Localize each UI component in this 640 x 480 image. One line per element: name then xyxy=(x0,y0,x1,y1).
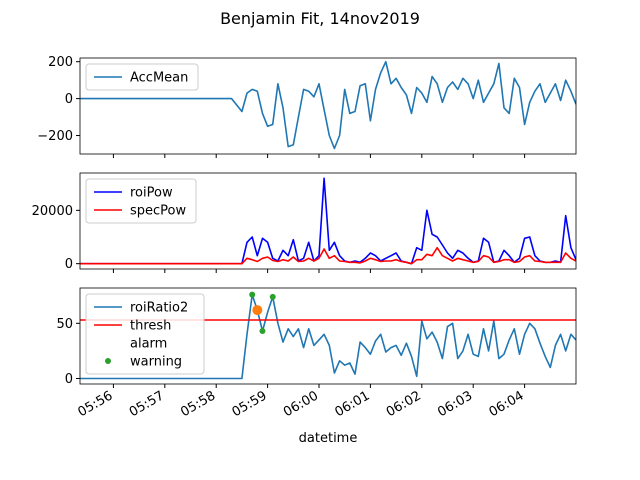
accmean-line xyxy=(80,60,576,150)
legend-label: thresh xyxy=(130,319,171,334)
x-tick-label: 05:57 xyxy=(127,388,167,420)
warning-point xyxy=(249,291,256,298)
legend: roiRatio2 thresh alarm warning xyxy=(85,293,205,375)
legend-label: AccMean xyxy=(130,71,188,86)
plot-area xyxy=(80,177,576,265)
legend-label: roiRatio2 xyxy=(130,301,188,316)
alarm-point xyxy=(252,305,263,316)
legend: roiPow specPow xyxy=(85,178,197,224)
y-tick-label: 0 xyxy=(65,92,73,107)
x-tick-label: 06:01 xyxy=(332,388,372,420)
axes-frame xyxy=(79,57,577,155)
legend-label: specPow xyxy=(130,204,187,219)
x-tick-label: 05:59 xyxy=(230,388,270,420)
y-tick-label: 0 xyxy=(65,372,73,387)
legend-box xyxy=(85,63,199,91)
legend-marker xyxy=(105,358,111,364)
x-tick-label: 06:02 xyxy=(384,388,424,420)
legend-label: roiPow xyxy=(130,186,173,201)
plot-area xyxy=(80,60,576,150)
subplot-2: 20000 0 roiPow specPow xyxy=(32,172,577,273)
x-tick-label: 06:03 xyxy=(435,388,475,420)
legend-box xyxy=(85,178,197,224)
subplot-3: 50 005:56 05:57 05:58 05:59 06:00 06:01 06:02 06… xyxy=(56,287,577,420)
x-tick-label: 05:58 xyxy=(178,388,218,420)
axes-layer: 2000−200AccMean200000roiPowspecPow50005:… xyxy=(32,55,577,420)
roipow-line xyxy=(80,177,576,265)
y-tick-label: 0 xyxy=(65,257,73,272)
axes-frame xyxy=(79,287,577,385)
warning-point xyxy=(269,293,276,300)
chart-title: Benjamin Fit, 14nov2019 xyxy=(220,9,420,28)
specpow-line xyxy=(80,246,576,265)
y-tick-label: 20000 xyxy=(32,204,73,219)
roiratio2-line xyxy=(80,293,576,380)
y-tick-label: 200 xyxy=(48,55,73,70)
x-tick-label: 06:04 xyxy=(487,388,527,420)
axes-frame xyxy=(79,172,577,270)
warning-point xyxy=(259,328,266,335)
legend-label: warning xyxy=(130,355,182,370)
legend-box xyxy=(85,293,205,375)
legend: AccMean xyxy=(85,63,199,91)
y-tick-label: −200 xyxy=(37,129,73,144)
x-axis-label: datetime xyxy=(299,431,358,446)
x-tick-label: 06:00 xyxy=(281,388,321,420)
subplot-1: 200 0 −200 AccMean xyxy=(37,55,577,158)
legend-label: alarm xyxy=(130,337,167,352)
x-tick-label: 05:56 xyxy=(75,388,115,420)
y-tick-label: 50 xyxy=(56,317,73,332)
